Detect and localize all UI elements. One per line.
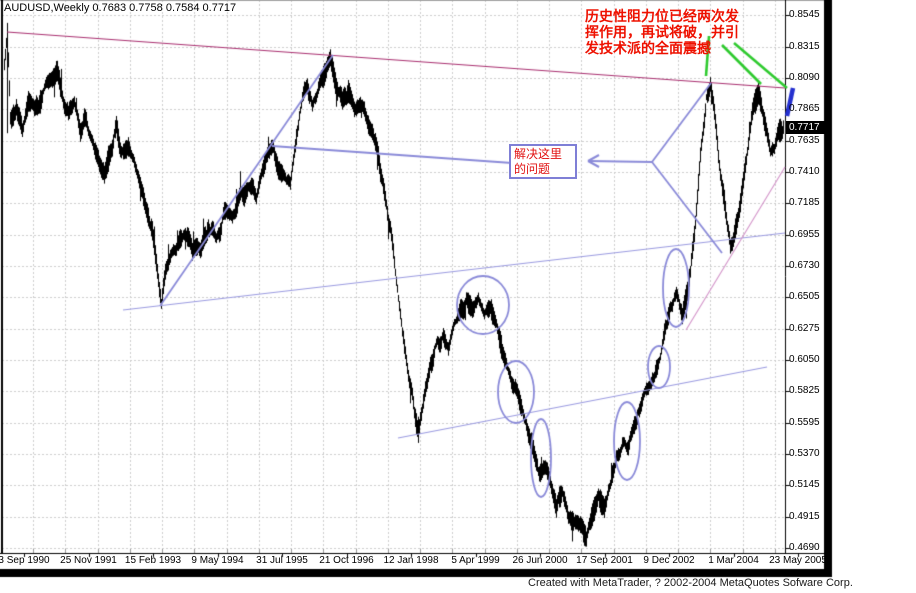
problem-box-line-1: 解决这里 [514, 147, 563, 161]
y-axis-label: 0.7865 [789, 103, 820, 115]
x-axis-label: 1 Mar 2004 [708, 555, 759, 566]
metatrader-credit-text: Created with MetaTrader, ? 2002-2004 Met… [528, 577, 853, 589]
y-axis-label: 0.5145 [789, 479, 820, 491]
y-axis-label: 0.5595 [789, 416, 820, 428]
x-axis-label: 9 May 1994 [191, 555, 244, 566]
x-axis-label: 12 Jan 1998 [383, 555, 439, 566]
problem-box-line-2: 的问题 [514, 162, 551, 176]
x-axis-label: 25 Nov 1991 [60, 555, 117, 566]
y-axis-label: 0.7410 [789, 165, 820, 177]
y-axis-label: 0.7635 [789, 134, 820, 146]
current-price-tag: 0.7717 [786, 121, 827, 134]
price-axis: 0.8545 0.8315 0.8090 0.7865 0.7635 0.7410 0.71… [786, 0, 824, 553]
y-axis-label: 0.4915 [789, 510, 820, 522]
y-axis-label: 0.8545 [789, 9, 820, 20]
x-axis-label: 21 Oct 1996 [319, 555, 374, 566]
y-axis-label: 0.6050 [789, 353, 820, 365]
y-axis-label: 0.5370 [789, 447, 820, 459]
x-axis-label: 15 Feb 1993 [124, 555, 182, 566]
resistance-annotation-text[interactable]: 历史性阻力位已经两次发 挥作用，再试将破，并引 发技术派的全面震撼 [585, 8, 739, 56]
time-axis: 3 Sep 1990 25 Nov 1991 15 Feb 1993 9 May 19… [0, 555, 825, 569]
x-axis-label: 5 Apr 1999 [451, 555, 500, 566]
x-axis-label: 17 Sep 2001 [576, 555, 633, 566]
resistance-note-line-3: 发技术派的全面震撼 [585, 40, 711, 56]
y-axis-label: 0.4690 [789, 542, 820, 553]
x-axis-label: 31 Jul 1995 [256, 555, 308, 566]
problem-annotation-box[interactable]: 解决这里 的问题 [509, 144, 577, 179]
y-axis-label: 0.6730 [789, 259, 820, 271]
y-axis-label: 0.8315 [789, 40, 820, 52]
y-axis-label: 0.6505 [789, 291, 820, 303]
y-axis-label: 0.8090 [789, 71, 820, 83]
y-axis-label: 0.7185 [789, 197, 820, 209]
resistance-note-line-1: 历史性阻力位已经两次发 [585, 8, 739, 24]
x-axis-label: 3 Sep 1990 [0, 555, 50, 566]
y-axis-label: 0.6275 [789, 322, 820, 334]
x-axis-label: 26 Jun 2000 [512, 555, 568, 566]
x-axis-label: 23 May 2005 [769, 555, 825, 566]
resistance-note-line-2: 挥作用，再试将破，并引 [585, 24, 739, 40]
y-axis-label: 0.5825 [789, 385, 820, 397]
x-axis-label: 9 Dec 2002 [643, 555, 695, 566]
chart-symbol-title: AUDUSD,Weekly 0.7683 0.7758 0.7584 0.771… [4, 2, 237, 14]
y-axis-label: 0.6955 [789, 228, 820, 240]
